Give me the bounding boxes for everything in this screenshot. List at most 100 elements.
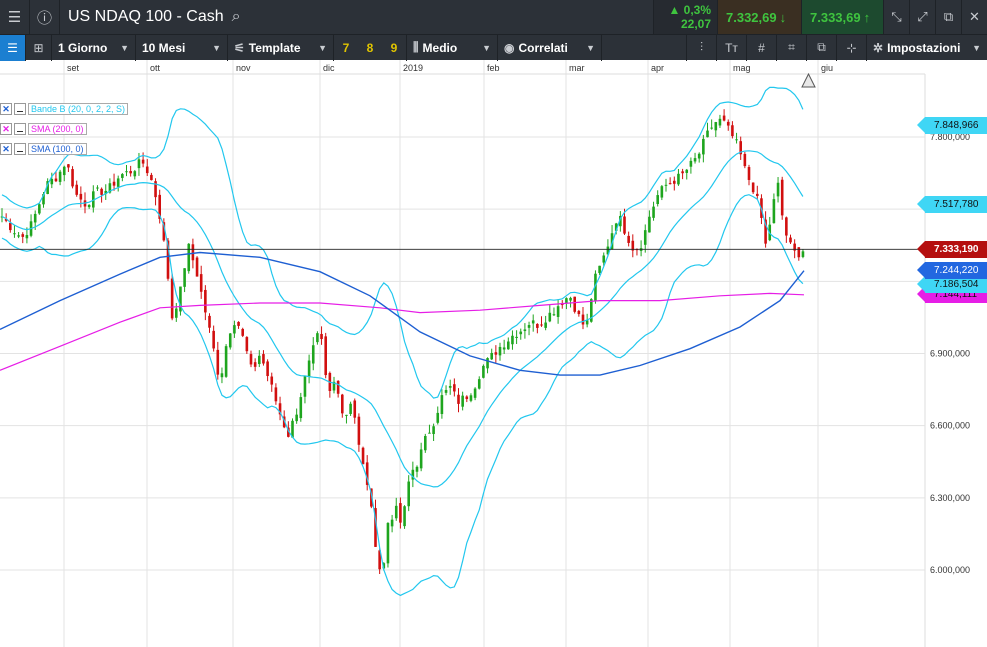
candle-body <box>515 336 518 338</box>
text-tool-icon[interactable]: Tᴛ <box>716 34 746 61</box>
candle-body <box>631 240 635 251</box>
candle-body <box>332 381 336 391</box>
line-style-icon[interactable] <box>14 143 26 155</box>
candle-body <box>648 216 651 233</box>
copy-icon[interactable]: ⧉ <box>806 34 836 61</box>
candle-body <box>415 466 419 472</box>
caret-down-icon: ▼ <box>586 42 595 53</box>
candle-body <box>619 215 622 227</box>
list-icon[interactable]: ☰ <box>0 34 26 61</box>
caret-down-icon: ▼ <box>972 42 981 53</box>
candle-body <box>175 308 178 318</box>
template-dropdown[interactable]: ⚟ Template ▼ <box>228 34 334 61</box>
candle-body <box>237 321 240 326</box>
candle-body <box>656 195 659 205</box>
timeframe-dropdown[interactable]: 1 Giorno ▼ <box>52 34 136 61</box>
preset-9[interactable]: 9 <box>390 40 398 55</box>
crosshair-grid-icon[interactable]: ⌗ <box>776 34 806 61</box>
candle-body <box>125 171 128 173</box>
candle-body <box>697 153 701 159</box>
candle-body <box>166 240 170 279</box>
candle-body <box>266 361 269 377</box>
settings-label: Impostazioni <box>887 40 961 55</box>
info-circle-icon[interactable]: ⓘ <box>30 0 60 34</box>
template-label: Template <box>248 40 301 55</box>
buy-price-button[interactable]: 7.333,69 ↑ <box>801 0 883 34</box>
price-type-dropdown[interactable]: ⫼ Medio ▼ <box>406 34 498 61</box>
candle-body <box>345 414 348 416</box>
eye-icon: ◉ <box>504 40 515 55</box>
hamburger-icon[interactable]: ☰ <box>0 0 30 34</box>
close-icon[interactable]: ✕ <box>961 0 987 34</box>
layout-icon[interactable]: ⊞ <box>26 34 52 61</box>
candle-body <box>4 218 8 221</box>
price-chart[interactable]: set ott nov dic 2019 feb mar apr mag giu 7.800,00… <box>0 60 987 647</box>
candle-body <box>249 354 253 365</box>
period-label: 10 Mesi <box>142 40 186 55</box>
candle-body <box>594 273 597 302</box>
collapse-icon[interactable]: ⤡ <box>883 0 909 34</box>
candle-body <box>793 243 796 251</box>
candle-body <box>13 233 16 235</box>
legend-item-bollinger[interactable]: ✕ Bande B (20, 0, 2, 2, S) <box>0 102 129 116</box>
preset-7[interactable]: 7 <box>342 40 350 55</box>
settings-dropdown[interactable]: ✲ Impostazioni ▼ <box>866 34 987 61</box>
candle-body <box>399 503 402 523</box>
legend-label: SMA (100, 0) <box>28 143 87 155</box>
candle-body <box>494 352 498 355</box>
sell-price-button[interactable]: 7.332,69 ↓ <box>717 0 801 34</box>
candle-body <box>419 449 423 469</box>
candle-body <box>104 190 108 194</box>
scroll-up-icon[interactable] <box>801 72 816 88</box>
line-style-icon[interactable] <box>14 123 26 135</box>
candle-body <box>299 397 303 419</box>
grid-icon[interactable]: # <box>746 34 776 61</box>
candle-body <box>357 416 361 445</box>
arrow-up-icon: ↑ <box>863 9 871 25</box>
candle-body <box>291 420 294 438</box>
candle-body <box>552 314 556 316</box>
line-style-icon[interactable] <box>14 103 26 115</box>
candle-body <box>627 235 630 243</box>
legend-item-sma200[interactable]: ✕ SMA (200, 0) <box>0 122 128 136</box>
candles-icon: ⫼ <box>413 40 419 54</box>
candle-body <box>71 169 74 187</box>
candle-body <box>92 191 95 208</box>
candle-body <box>436 412 440 423</box>
candle-body <box>58 171 62 182</box>
candle-body <box>453 384 456 392</box>
x-axis-labels: set ott nov dic 2019 feb mar apr mag giu <box>67 63 833 73</box>
x-tick-label: mar <box>569 63 585 73</box>
daily-change: ▲ 0,3% 22,07 <box>653 0 717 34</box>
price-tag: 7.517,780 <box>917 196 987 214</box>
candle-body <box>714 122 718 131</box>
legend-item-sma100[interactable]: ✕ SMA (100, 0) <box>0 142 128 156</box>
search-icon[interactable]: ⌕ <box>231 8 241 25</box>
remove-icon[interactable]: ✕ <box>0 143 12 155</box>
candle-body <box>602 255 606 263</box>
correlated-dropdown[interactable]: ◉ Correlati ▼ <box>498 34 602 61</box>
candle-body <box>228 333 232 348</box>
crosshair-icon[interactable]: ⊹ <box>836 34 866 61</box>
remove-icon[interactable]: ✕ <box>0 123 12 135</box>
caret-down-icon: ▼ <box>120 42 129 53</box>
candle-body <box>220 373 224 378</box>
candle-body <box>565 298 568 303</box>
preset-8[interactable]: 8 <box>366 40 374 55</box>
popout-icon[interactable]: ⧉ <box>935 0 961 34</box>
x-tick-label: 2019 <box>403 63 423 73</box>
price-type-label: Medio <box>422 40 458 55</box>
x-tick-label: mag <box>733 63 751 73</box>
candle-body <box>270 376 274 385</box>
candle-body <box>133 171 137 177</box>
indicator-icon[interactable]: ⫶ <box>686 34 716 61</box>
candle-body <box>482 365 485 378</box>
candle-body <box>187 243 191 272</box>
gear-icon: ✲ <box>873 40 884 55</box>
candle-body <box>307 360 311 377</box>
candle-body <box>544 322 547 328</box>
expand-icon[interactable]: ⤢ <box>909 0 935 34</box>
period-dropdown[interactable]: 10 Mesi ▼ <box>136 34 228 61</box>
remove-icon[interactable]: ✕ <box>0 103 12 115</box>
price-tag: 7.848,966 <box>917 116 987 134</box>
